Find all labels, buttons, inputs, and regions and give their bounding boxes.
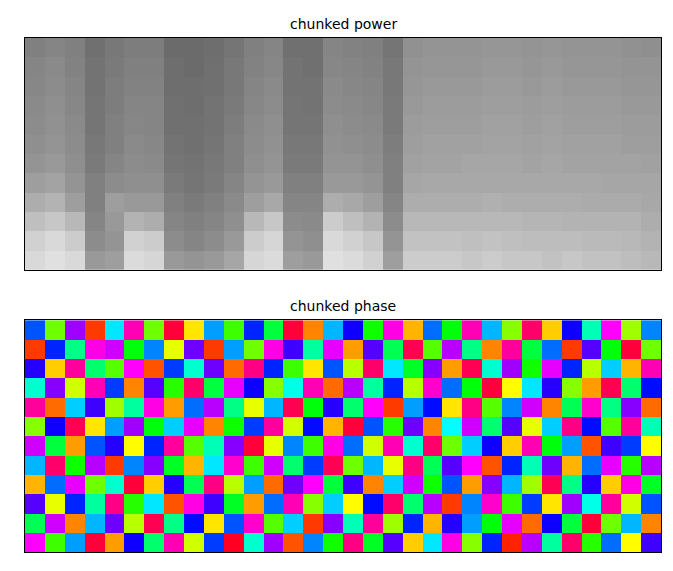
svg-text:chunked power: chunked power [290,16,397,32]
svg-text:chunked phase: chunked phase [290,298,396,314]
